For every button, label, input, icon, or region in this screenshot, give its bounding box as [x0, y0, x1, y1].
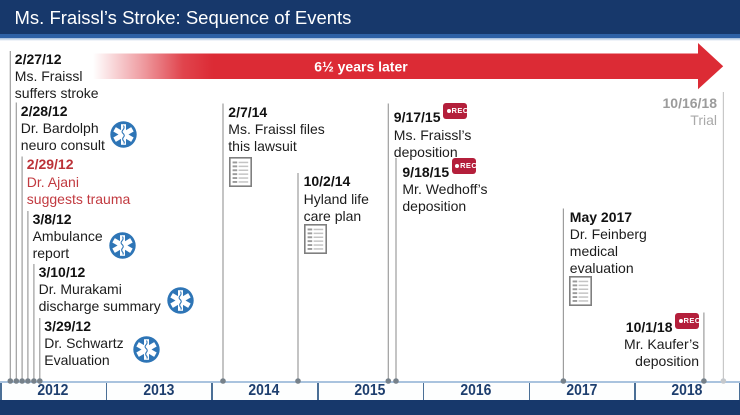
svg-text:6½ years later: 6½ years later: [314, 59, 408, 75]
